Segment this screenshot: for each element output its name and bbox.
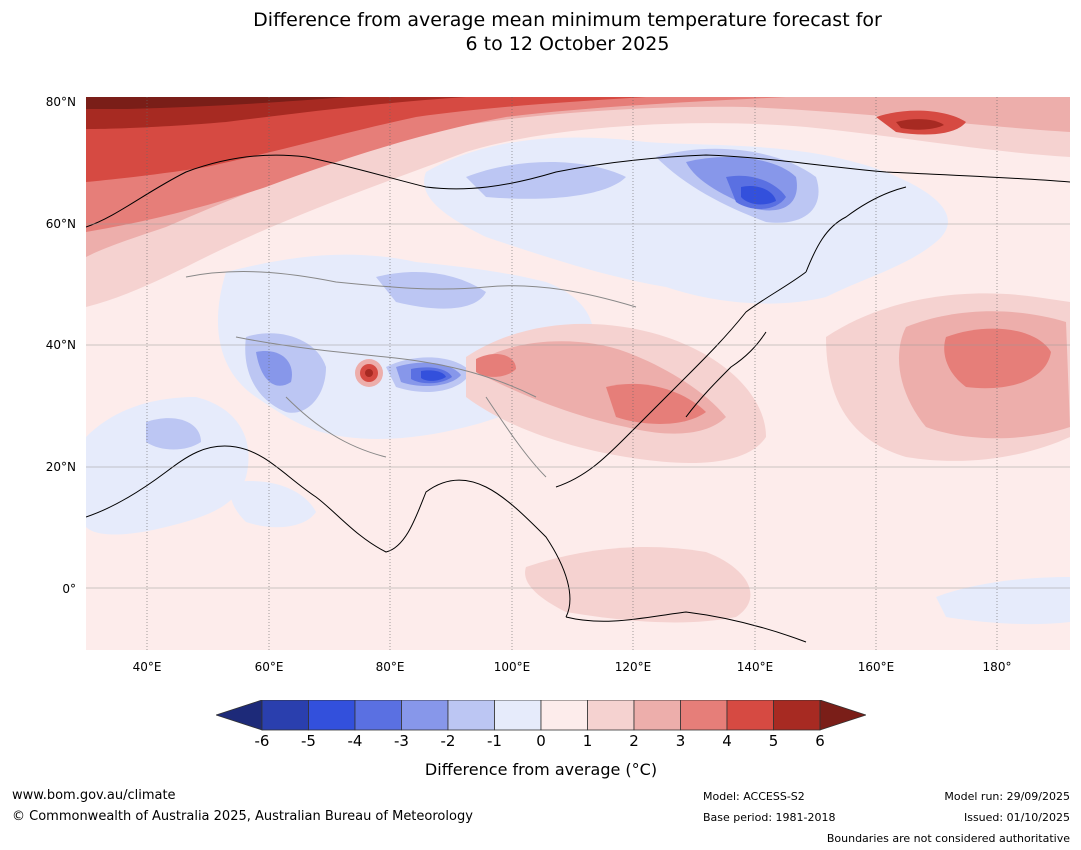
coastlines <box>86 154 1070 643</box>
footer-website: www.bom.gov.au/climate <box>12 788 176 803</box>
colorbar-segment <box>587 699 635 731</box>
colorbar <box>214 699 868 734</box>
colorbar-tick-label: 5 <box>768 732 779 750</box>
colorbar-tick-label: 6 <box>815 732 825 750</box>
colorbar-segment <box>540 699 588 731</box>
anomaly-hotspot-center <box>365 369 373 377</box>
colorbar-tick-label: 2 <box>629 732 639 750</box>
footer-disclaimer: Boundaries are not considered authoritat… <box>826 832 1070 845</box>
colorbar-label: Difference from average (°C) <box>424 760 658 779</box>
lon-label-160e: 160°E <box>857 660 895 674</box>
colorbar-tick-label: -4 <box>347 732 363 750</box>
footer-model: Model: ACCESS-S2 <box>703 790 805 803</box>
colorbar-segment <box>308 699 356 731</box>
colorbar-tick-label: 3 <box>675 732 686 750</box>
anomaly-pos-max-arctic <box>86 97 346 109</box>
anomaly-pos-4-pacific <box>944 328 1051 389</box>
colorbar-segment <box>261 699 309 731</box>
colorbar-tick-label: 1 <box>582 732 593 750</box>
temperature-anomaly-map <box>86 97 1070 650</box>
colorbar-tick-label: -6 <box>254 732 270 750</box>
colorbar-segment <box>633 699 681 731</box>
anomaly-neg-5-tibet <box>421 370 446 381</box>
anomaly-neg-india <box>230 481 316 528</box>
colorbar-tick-label: -3 <box>394 732 409 750</box>
colorbar-tick-label: -1 <box>487 732 502 750</box>
colorbar-segment <box>726 699 774 731</box>
colorbar-extend-high <box>819 699 868 731</box>
colorbar-tick-label: 4 <box>722 732 732 750</box>
lat-label-20n: 20°N <box>45 460 76 474</box>
lat-label-60n: 60°N <box>45 217 76 231</box>
lon-label-80e: 80°E <box>375 660 405 674</box>
colorbar-segment <box>354 699 402 731</box>
anomaly-neg-2-siberia <box>466 162 626 199</box>
footer-model-run: Model run: 29/09/2025 <box>944 790 1070 803</box>
lon-label-180: 180° <box>982 660 1012 674</box>
title-line-1: Difference from average mean minimum tem… <box>253 9 882 31</box>
lon-label-140e: 140°E <box>736 660 774 674</box>
anomaly-neg-5-east-siberia <box>741 185 776 205</box>
map-title: Difference from average mean minimum tem… <box>0 8 1081 56</box>
colorbar-tick-label: -5 <box>301 732 316 750</box>
colorbar-segment <box>773 699 821 731</box>
colorbar-tick-label: -2 <box>440 732 456 750</box>
lon-label-40e: 40°E <box>132 660 162 674</box>
lat-label-0: 0° <box>62 582 76 596</box>
colorbar-graphic <box>214 699 868 731</box>
anomaly-pos-6-chukotka <box>896 119 944 130</box>
colorbar-segment <box>494 699 542 731</box>
map-canvas <box>86 97 1070 650</box>
anomaly-pos-4-china <box>606 383 706 424</box>
anomaly-neg-pacific <box>936 577 1070 625</box>
anomaly-neg-arabia <box>86 397 249 535</box>
anomaly-pos-2-indonesia <box>525 547 751 623</box>
colorbar-extend-low <box>214 699 263 731</box>
colorbar-tick-label: 0 <box>536 732 546 750</box>
lon-label-60e: 60°E <box>254 660 284 674</box>
anomaly-neg-2-arabia <box>146 418 201 450</box>
graticule-meridians <box>146 97 998 650</box>
footer-base-period: Base period: 1981-2018 <box>703 811 836 824</box>
colorbar-segment <box>447 699 495 731</box>
lon-label-120e: 120°E <box>614 660 652 674</box>
anomaly-neg-2-mongolia <box>376 272 486 309</box>
footer-issued: Issued: 01/10/2025 <box>963 811 1070 824</box>
colorbar-segment <box>680 699 728 731</box>
anomaly-pos-4-tibet-east <box>476 354 516 377</box>
colorbar-segment <box>401 699 449 731</box>
title-line-2: 6 to 12 October 2025 <box>465 33 670 55</box>
anomaly-neg-3-central <box>256 351 292 386</box>
footer-copyright: © Commonwealth of Australia 2025, Austra… <box>12 809 473 824</box>
lon-label-100e: 100°E <box>493 660 531 674</box>
lat-label-40n: 40°N <box>45 338 76 352</box>
graticule-parallels <box>86 223 1070 589</box>
lat-label-80n: 80°N <box>45 95 76 109</box>
